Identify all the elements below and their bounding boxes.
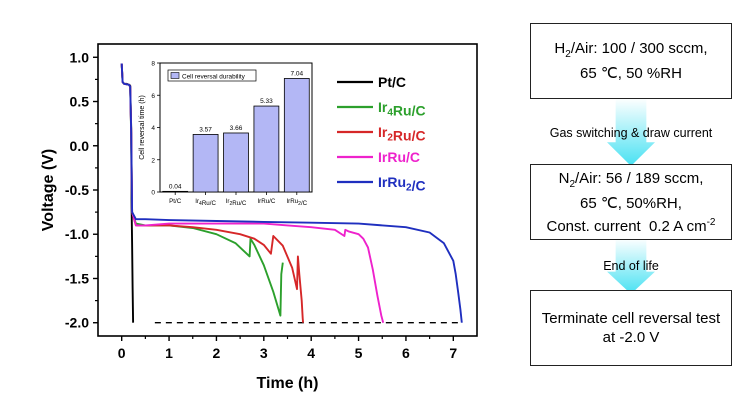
inset-y-tick-label: 8 bbox=[151, 61, 155, 68]
flow-box-1-line-1: H2/Air: 100 / 300 sccm, bbox=[554, 40, 708, 60]
flow-box-reversal-conditions: N2/Air: 56 / 189 sccm, 65 ℃, 50%RH, Cons… bbox=[530, 164, 732, 240]
inset-y-tick-label: 0 bbox=[151, 190, 155, 197]
inset-x-tick-label: IrRu/C bbox=[257, 198, 275, 205]
legend-label: Ir2Ru/C bbox=[378, 124, 426, 144]
legend-label: Ir4Ru/C bbox=[378, 99, 426, 119]
x-tick-label: 4 bbox=[307, 345, 315, 361]
flow-box-1-line-2: 65 ℃, 50 %RH bbox=[580, 65, 682, 82]
flow-step-gas-switching: Gas switching & draw current bbox=[549, 126, 713, 140]
x-tick-label: 7 bbox=[449, 345, 457, 361]
y-tick-label: -1.5 bbox=[65, 270, 89, 286]
x-tick-label: 0 bbox=[118, 345, 126, 361]
series-line-irru2c bbox=[120, 63, 463, 323]
legend-label: IrRu/C bbox=[378, 149, 420, 165]
inset-bar bbox=[253, 105, 280, 193]
inset-x-tick-label: Pt/C bbox=[169, 198, 182, 205]
legend-label: IrRu2/C bbox=[378, 174, 426, 194]
flow-box-2-line-1: N2/Air: 56 / 189 sccm, bbox=[558, 169, 704, 190]
inset-y-axis-title: Cell reversal time (h) bbox=[139, 95, 146, 160]
y-tick-label: -2.0 bbox=[65, 315, 89, 331]
flow-box-initial-conditions: H2/Air: 100 / 300 sccm, 65 ℃, 50 %RH bbox=[530, 23, 732, 99]
x-tick-label: 1 bbox=[165, 345, 173, 361]
y-tick-label: -1.0 bbox=[65, 226, 89, 242]
inset-y-tick-label: 6 bbox=[151, 93, 155, 100]
inset-bar bbox=[192, 134, 219, 193]
inset-legend-swatch bbox=[170, 72, 180, 79]
inset-bar bbox=[162, 190, 189, 193]
x-tick-label: 5 bbox=[355, 345, 363, 361]
flow-box-2-line-2: 65 ℃, 50%RH, bbox=[580, 194, 682, 212]
inset-x-tick-label: Ir2Ru/C bbox=[226, 198, 247, 207]
inset-y-tick-label: 2 bbox=[151, 157, 155, 164]
y-tick-label: 1.0 bbox=[70, 49, 90, 65]
inset-bar bbox=[223, 132, 249, 193]
x-axis-title: Time (h) bbox=[257, 375, 319, 392]
inset-legend-label: Cell reversal durability bbox=[182, 74, 246, 81]
y-tick-label: 0.5 bbox=[70, 94, 90, 110]
flow-box-3-line-1: Terminate cell reversal test bbox=[541, 310, 721, 327]
flow-box-3-line-2: at -2.0 V bbox=[602, 329, 660, 346]
flow-box-termination: Terminate cell reversal test at -2.0 V bbox=[530, 290, 732, 366]
inset-x-tick-label: IrRu2/C bbox=[286, 198, 307, 207]
inset-legend-box bbox=[167, 69, 257, 82]
flow-step-end-of-life: End of life bbox=[603, 259, 659, 273]
flow-box-2-line-3: Const. current 0.2 A cm-2 bbox=[546, 216, 716, 235]
inset-bar-value-label: 7.04 bbox=[290, 70, 303, 77]
y-axis-title: Voltage (V) bbox=[40, 149, 57, 231]
x-tick-label: 3 bbox=[260, 345, 268, 361]
y-tick-label: -0.5 bbox=[65, 182, 89, 198]
inset-x-tick-label: Ir4Ru/C bbox=[195, 198, 216, 207]
x-tick-label: 6 bbox=[402, 345, 410, 361]
legend-label: Pt/C bbox=[378, 74, 406, 90]
inset-bar-value-label: 3.57 bbox=[199, 126, 212, 133]
x-tick-label: 2 bbox=[213, 345, 221, 361]
inset-bar-value-label: 3.66 bbox=[230, 125, 243, 132]
inset-y-tick-label: 4 bbox=[151, 125, 155, 132]
voltage-time-chart: 0 1 2 3 4 5 6 7 1.0 0.5 0.0 -0.5 -1.0 -1.5 -2.0 Time (h… bbox=[40, 43, 478, 392]
inset-bar-value-label: 5.33 bbox=[260, 98, 273, 105]
inset-bar-value-label: 0.04 bbox=[169, 183, 182, 190]
y-tick-label: 0.0 bbox=[70, 138, 90, 154]
inset-bar bbox=[283, 78, 310, 193]
